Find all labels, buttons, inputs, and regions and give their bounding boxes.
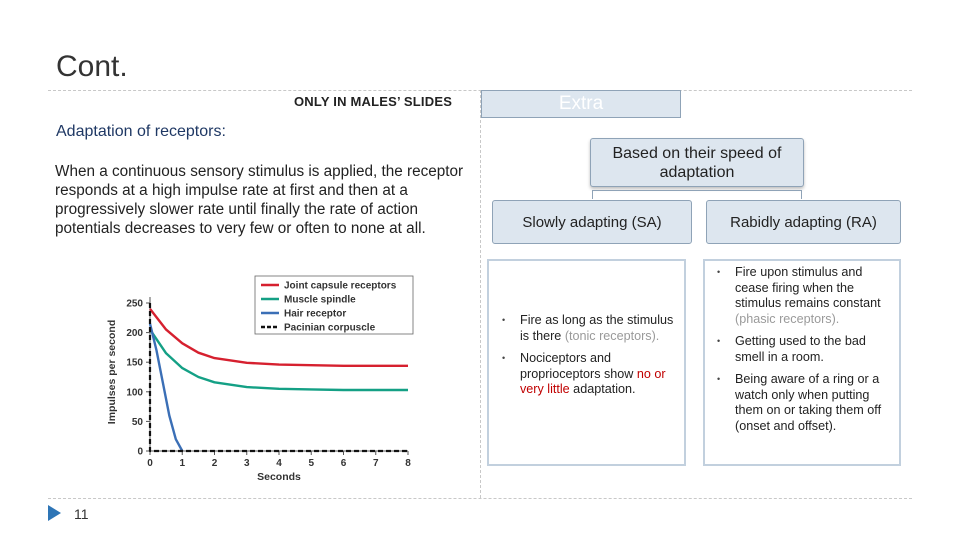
chart-y-tick-label: 150	[126, 358, 143, 369]
ra-item: • Being aware of a ring or a watch only w…	[717, 372, 891, 434]
slowly-adapting-list-box: • Fire as long as the stimulus is there (…	[487, 259, 686, 466]
rapidly-adapting-list: • Fire upon stimulus and cease firing whe…	[717, 265, 891, 434]
chart-y-tick-label: 200	[126, 328, 143, 339]
sa-item-text: adaptation.	[569, 382, 636, 396]
sa-item-text: no or very little	[520, 366, 666, 397]
chart-series-line	[149, 328, 408, 392]
chart-x-tick-label: 6	[341, 458, 347, 469]
ra-item-text: Getting used to the bad smell in a room.	[735, 334, 866, 364]
sa-item: • Fire as long as the stimulus is there (…	[502, 313, 680, 344]
center-divider	[480, 90, 481, 498]
chart-legend-label: Pacinian corpuscle	[284, 323, 376, 334]
chart-x-tick-label: 7	[373, 458, 379, 469]
chart-x-tick-label: 8	[405, 458, 411, 469]
diagram-connector	[592, 190, 802, 199]
slide-title: Cont.	[56, 50, 128, 83]
chart-legend: Joint capsule receptors Muscle spindle Hai…	[254, 275, 414, 335]
bullet-icon: •	[502, 353, 506, 363]
chart-x-tick-label: 5	[308, 458, 314, 469]
chart-x-tick-label: 3	[244, 458, 250, 469]
bullet-icon: •	[717, 374, 721, 384]
bullet-icon: •	[717, 336, 721, 346]
chart-x-tick-label: 2	[212, 458, 218, 469]
adaptation-chart: 0 1 2 3 4 5 6 7 8 0 50 100 150 200 250 Joint capsule r…	[100, 272, 430, 494]
chart-series-line	[149, 308, 408, 368]
description-text: When a continuous sensory stimulus is ap…	[55, 163, 464, 237]
section-heading: Adaptation of receptors:	[56, 123, 226, 140]
chart-x-tick-label: 4	[276, 458, 282, 469]
chart-series-line	[148, 323, 184, 452]
sa-item-text: Fire as long as the stimulus is there	[520, 313, 674, 343]
slowly-adapting-box: Slowly adapting (SA)	[492, 200, 692, 244]
ra-item-text: (phasic receptors).	[735, 311, 840, 326]
chart-y-tick-label: 100	[126, 387, 143, 398]
bullet-icon: •	[502, 315, 506, 325]
sa-item: • Nociceptors and proprioceptors show no …	[502, 351, 680, 398]
chart-x-axis-label: Seconds	[257, 471, 301, 483]
chart-legend-box	[254, 275, 414, 335]
bullet-icon: •	[717, 267, 721, 277]
chart-legend-label: Muscle spindle	[284, 295, 356, 306]
ra-item: • Fire upon stimulus and cease firing whe…	[717, 265, 891, 327]
sa-item-text: (tonic receptors).	[564, 328, 660, 343]
slowly-adapting-list: • Fire as long as the stimulus is there (…	[502, 313, 680, 398]
chart-x-tick-label: 0	[147, 458, 153, 469]
chart-series-line	[148, 303, 408, 453]
adaptation-speed-box: Based on their speed of adaptation	[590, 138, 804, 187]
sa-item-text: Nociceptors and proprioceptors show	[520, 351, 637, 381]
chart-ticks: 0 1 2 3 4 5 6 7 8 0 50 100 150 200 250	[126, 299, 411, 470]
males-only-banner: ONLY IN MALES’ SLIDES	[294, 94, 453, 109]
rapidly-adapting-box: Rabidly adapting (RA)	[706, 200, 901, 244]
chart-y-tick-label: 250	[126, 299, 143, 310]
chart-y-tick-label: 0	[137, 447, 143, 458]
chart-legend-label: Joint capsule receptors	[284, 281, 397, 292]
chart-x-tick-label: 1	[179, 458, 185, 469]
chart-y-tick-label: 50	[132, 417, 144, 428]
play-triangle-icon	[48, 505, 61, 521]
chart-legend-label: Hair receptor	[284, 309, 346, 320]
rapidly-adapting-list-box: • Fire upon stimulus and cease firing whe…	[703, 259, 901, 466]
chart-y-axis-label: Impulses per second	[106, 320, 118, 424]
chart-lines	[148, 303, 408, 453]
extra-banner: Extra	[481, 90, 681, 118]
ra-item: • Getting used to the bad smell in a room…	[717, 334, 891, 365]
page-number: 11	[74, 506, 89, 522]
ra-item-text: Being aware of a ring or a watch only wh…	[735, 372, 882, 433]
ra-item-text: Fire upon stimulus and cease firing when…	[735, 265, 881, 310]
bottom-divider	[48, 498, 912, 499]
